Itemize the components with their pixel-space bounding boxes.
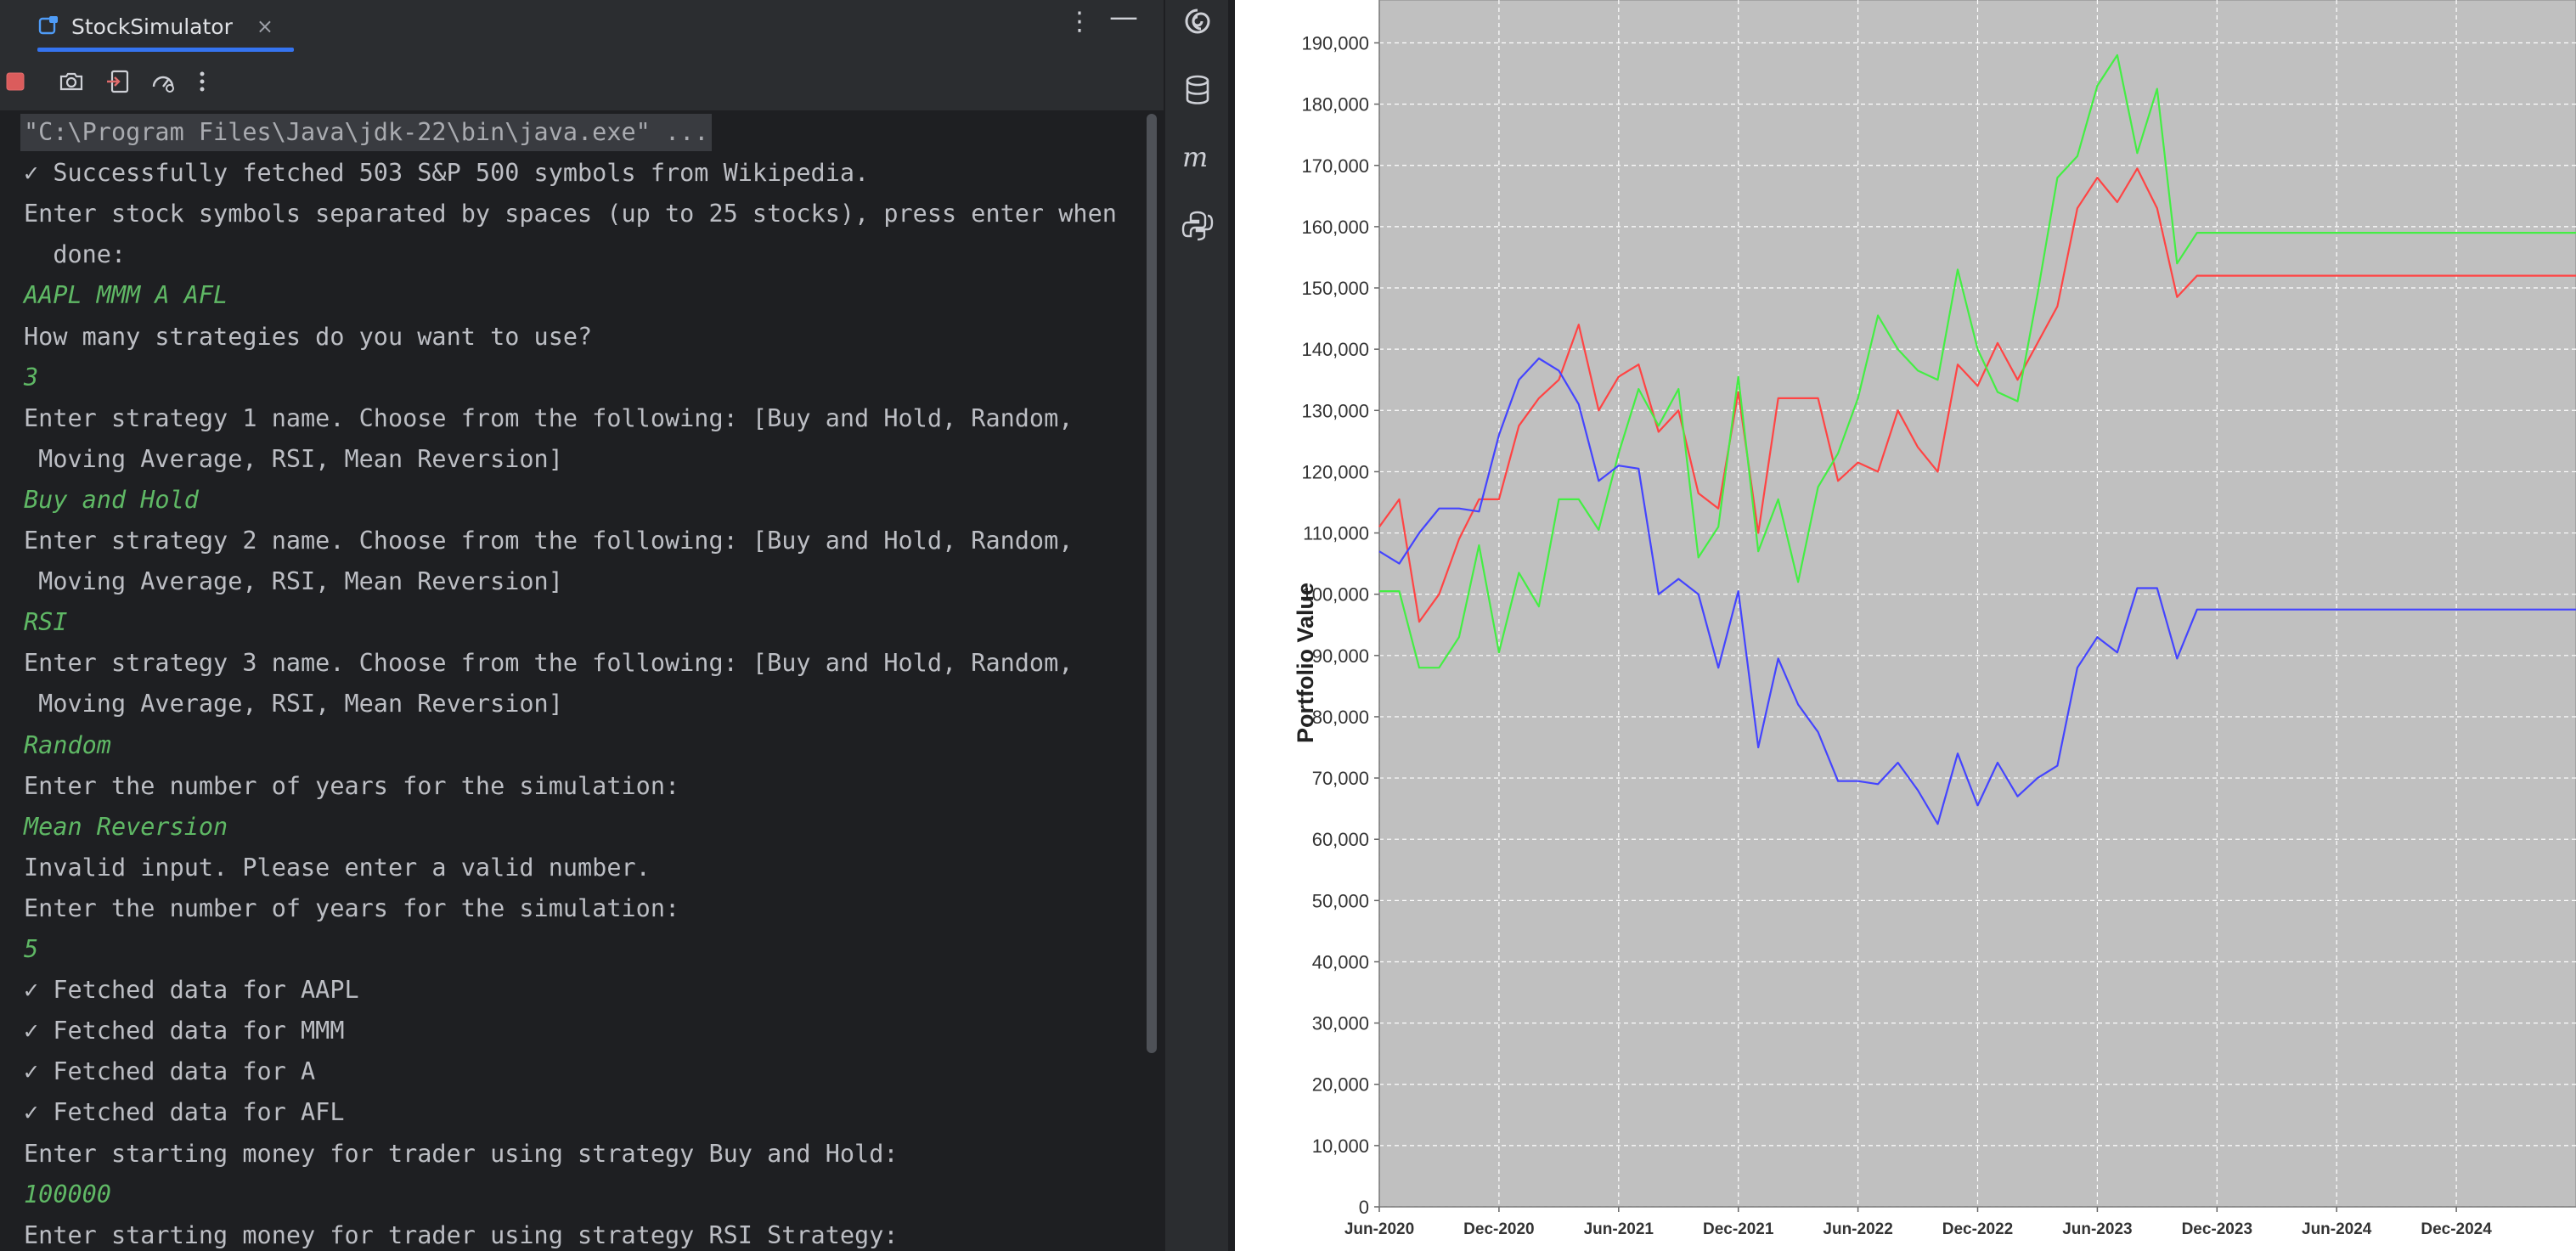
series-line-2 — [1379, 54, 2576, 669]
console-output-line: Moving Average, RSI, Mean Reversion] — [24, 444, 563, 473]
console-command-line: "C:\Program Files\Java\jdk-22\bin\java.e… — [20, 114, 713, 151]
x-tick-label: Dec-2024 — [2421, 1220, 2492, 1238]
x-tick-label: Jun-2023 — [2062, 1220, 2132, 1238]
console-output-line: ✓ Fetched data for AAPL — [24, 976, 359, 1005]
chart-window: 0 10,000 20,000 30,000 40,000 50,000 60,000 70,… — [1235, 0, 2576, 1251]
close-icon[interactable]: × — [256, 14, 273, 38]
y-tick-label: 100,000 — [1301, 584, 1369, 606]
y-tick-label: 170,000 — [1301, 155, 1369, 177]
y-tick-label: 190,000 — [1301, 32, 1369, 54]
run-toolbar — [0, 53, 1164, 110]
console-output-line: ✓ Fetched data for AFL — [24, 1098, 345, 1127]
y-tick-label: 120,000 — [1301, 461, 1369, 482]
console-input-line: 100000 — [24, 1180, 111, 1209]
y-tick-label: 140,000 — [1301, 339, 1369, 360]
x-tick-label: Dec-2021 — [1703, 1220, 1774, 1238]
console-input-line: 5 — [24, 935, 39, 963]
console-output-line: Moving Average, RSI, Mean Reversion] — [24, 690, 563, 718]
y-tick-label: 70,000 — [1312, 768, 1369, 789]
console-input-line: RSI — [24, 608, 68, 637]
y-tick-label: 50,000 — [1312, 890, 1369, 911]
console-output-line: Enter strategy 2 name. Choose from the f… — [24, 527, 1074, 555]
window-divider[interactable] — [1228, 0, 1235, 1251]
console-input-line: 3 — [24, 363, 39, 392]
svg-text:m: m — [1182, 141, 1208, 173]
console-output-line: Enter starting money for trader using st… — [24, 1139, 899, 1168]
console-output-line: ✓ Fetched data for A — [24, 1057, 316, 1086]
tab-bar: StockSimulator × ⋮ — — [0, 0, 1164, 53]
console-output-line: Enter strategy 3 name. Choose from the f… — [24, 649, 1074, 678]
console-output-line: Enter the number of years for the simula… — [24, 893, 680, 922]
database-icon[interactable] — [1181, 73, 1215, 107]
y-tick-label: 150,000 — [1301, 278, 1369, 299]
y-tick-label: 80,000 — [1312, 707, 1369, 728]
series-line-3 — [1378, 357, 2576, 826]
series-line-1 — [1378, 167, 2576, 623]
profiler-icon[interactable] — [149, 68, 177, 95]
console-output-line: Moving Average, RSI, Mean Reversion] — [24, 567, 563, 596]
tab-label: StockSimulator — [71, 14, 233, 39]
camera-icon[interactable] — [58, 68, 85, 95]
y-tick-label: 20,000 — [1312, 1074, 1369, 1096]
console-output-line: Enter starting money for trader using st… — [24, 1220, 899, 1249]
run-tool-window: StockSimulator × ⋮ — "C:\Program Files\J… — [0, 0, 1164, 1251]
y-tick-label: 40,000 — [1312, 951, 1369, 972]
console-input-line: Random — [24, 730, 111, 759]
export-icon[interactable] — [105, 68, 132, 95]
y-tick-label: 110,000 — [1303, 523, 1369, 544]
x-tick-label: Jun-2021 — [1584, 1220, 1654, 1238]
portfolio-chart: 0 10,000 20,000 30,000 40,000 50,000 60,000 70,… — [1293, 0, 2576, 1238]
x-tick-label: Jun-2020 — [1344, 1220, 1414, 1238]
y-axis-title: Portfolio Value — [1293, 583, 1318, 743]
console-output-line: ✓ Fetched data for MMM — [24, 1017, 345, 1045]
maven-icon[interactable]: m — [1181, 141, 1215, 175]
active-tab-indicator — [37, 48, 294, 52]
console-output-line: Enter stock symbols separated by spaces … — [24, 200, 1117, 228]
tab-stocksimulator[interactable]: StockSimulator × — [37, 0, 273, 53]
more-options-icon[interactable]: ⋮ — [1067, 7, 1092, 37]
y-tick-label: 90,000 — [1312, 645, 1369, 667]
stop-icon[interactable] — [3, 68, 31, 95]
y-tick-label: 10,000 — [1312, 1135, 1369, 1157]
y-tick-label: 30,000 — [1312, 1013, 1369, 1034]
console-input-line: Buy and Hold — [24, 485, 199, 514]
y-tick-label: 160,000 — [1301, 217, 1369, 238]
console-output-line: Invalid input. Please enter a valid numb… — [24, 853, 651, 882]
console-input-line: Mean Reversion — [24, 812, 228, 841]
x-tick-label: Dec-2023 — [2182, 1220, 2252, 1238]
y-tick-label: 60,000 — [1312, 829, 1369, 850]
run-config-icon — [38, 16, 58, 35]
minimize-icon[interactable]: — — [1109, 0, 1138, 34]
console-output-line: Enter the number of years for the simula… — [24, 771, 680, 800]
y-tick-label: 130,000 — [1301, 400, 1369, 421]
more-actions-icon[interactable] — [192, 68, 219, 95]
console-output[interactable]: "C:\Program Files\Java\jdk-22\bin\java.e… — [0, 110, 1145, 1251]
console-scrollbar-thumb[interactable] — [1147, 114, 1157, 1053]
y-tick-label: 180,000 — [1301, 94, 1369, 116]
console-output-line: ✓ Successfully fetched 503 S&P 500 symbo… — [24, 159, 870, 188]
console-output-line: How many strategies do you want to use? — [24, 322, 593, 351]
x-tick-label: Jun-2024 — [2302, 1220, 2372, 1238]
x-tick-label: Jun-2022 — [1823, 1220, 1892, 1238]
right-tool-strip: m — [1164, 0, 1230, 1251]
x-tick-label: Dec-2020 — [1463, 1220, 1534, 1238]
python-icon[interactable] — [1181, 209, 1215, 243]
console-output-line: done: — [24, 240, 127, 269]
console-output-line: Enter strategy 1 name. Choose from the f… — [24, 403, 1074, 432]
x-tick-label: Dec-2022 — [1942, 1220, 2013, 1238]
ai-assistant-icon[interactable] — [1181, 5, 1215, 39]
console-input-line: AAPL MMM A AFL — [24, 281, 228, 310]
y-tick-label: 0 — [1359, 1197, 1369, 1218]
